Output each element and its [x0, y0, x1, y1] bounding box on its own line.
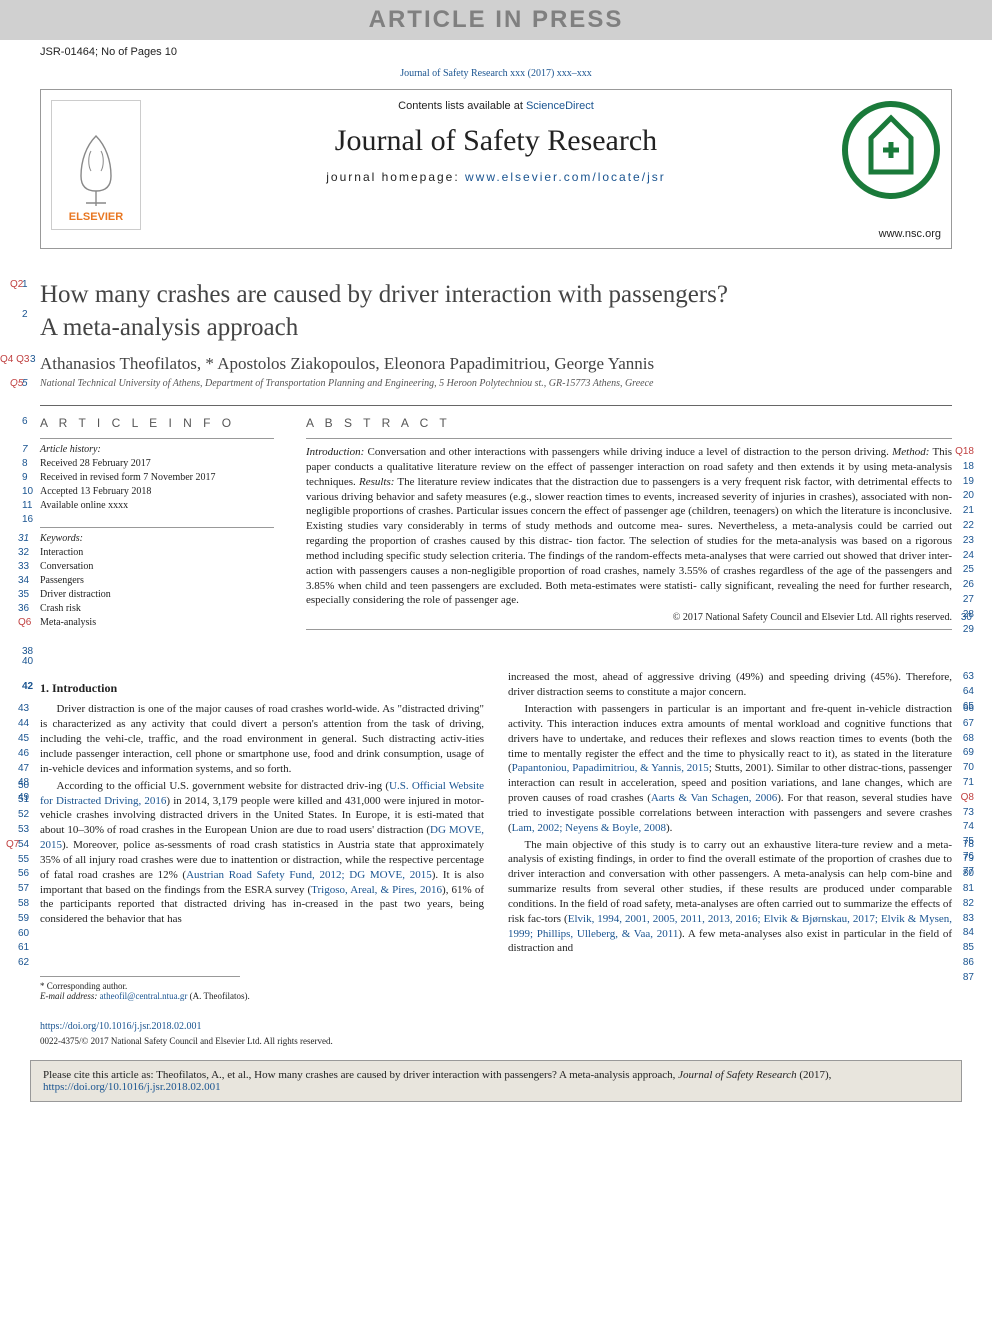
section-1-heading: 42 1. Introduction: [40, 670, 484, 702]
line-num: 36: [18, 602, 29, 616]
elsevier-logo: ELSEVIER: [51, 100, 141, 230]
line-num: 34: [18, 574, 29, 588]
contents-lists: Contents lists available at ScienceDirec…: [41, 100, 951, 112]
line-num: 11: [22, 499, 32, 513]
doi-block: https://doi.org/10.1016/j.jsr.2018.02.00…: [40, 1021, 952, 1032]
line-num: 30: [961, 612, 972, 623]
cite-doi-link[interactable]: https://doi.org/10.1016/j.jsr.2018.02.00…: [43, 1081, 221, 1093]
line-num: 9: [22, 471, 28, 485]
article-info-column: 6 A R T I C L E I N F O 7Article history…: [40, 405, 290, 640]
line-num: 3: [30, 354, 36, 365]
paragraph: 78798081828384858687The main objective o…: [508, 838, 952, 957]
journal-header: ELSEVIER Contents lists available at Sci…: [40, 89, 952, 249]
line-num: 1: [22, 279, 28, 290]
abstract-heading: A B S T R A C T: [306, 416, 952, 438]
line-num: 32: [18, 546, 29, 560]
paragraph: 50515253545556575859606162Q7According to…: [40, 779, 484, 927]
line-num: 31: [18, 532, 29, 546]
journal-ref-top: Journal of Safety Research xxx (2017) xx…: [0, 64, 992, 89]
line-num: 33: [18, 560, 29, 574]
abstract-copyright: © 2017 National Safety Council and Elsev…: [306, 608, 952, 623]
query-q4q3: Q4 Q3: [0, 354, 29, 365]
article-info-heading: 6 A R T I C L E I N F O: [40, 416, 274, 438]
authors: Q4 Q3 3 Athanasios Theofilatos, * Aposto…: [40, 354, 952, 374]
affiliation: Q5 5 National Technical University of At…: [40, 378, 952, 389]
right-column: 636465increased the most, ahead of aggre…: [508, 670, 952, 958]
journal-homepage: journal homepage: www.elsevier.com/locat…: [41, 170, 951, 184]
line-num: 8: [22, 457, 28, 471]
journal-homepage-link[interactable]: www.elsevier.com/locate/jsr: [465, 170, 666, 184]
info-abstract-row: 6 A R T I C L E I N F O 7Article history…: [40, 405, 952, 640]
abstract-column: A B S T R A C T Q18181920212223242526272…: [290, 406, 952, 640]
sciencedirect-link[interactable]: ScienceDirect: [526, 100, 594, 112]
line-num: 10: [22, 485, 33, 499]
article-title-block: Q2 1 2 How many crashes are caused by dr…: [40, 279, 952, 344]
elsevier-text: ELSEVIER: [69, 211, 123, 229]
line-num: Q6: [18, 616, 31, 630]
line-num: 2: [22, 309, 28, 320]
jsr-id: JSR-01464; No of Pages 10: [0, 40, 992, 64]
footer-copyright: 0022-4375/© 2017 National Safety Council…: [40, 1036, 952, 1046]
paragraph: 43444546474849Driver distraction is one …: [40, 702, 484, 776]
line-num: 7: [22, 443, 28, 457]
paragraph: 666768697071Q87374757677Interaction with…: [508, 702, 952, 836]
elsevier-tree-icon: [66, 131, 126, 211]
doi-link[interactable]: https://doi.org/10.1016/j.jsr.2018.02.00…: [40, 1021, 202, 1032]
email-footnote: E-mail address: atheofil@central.ntua.gr…: [40, 991, 952, 1001]
citation-box: Please cite this article as: Theofilatos…: [30, 1060, 962, 1102]
left-column: 42 1. Introduction 43444546474849Driver …: [40, 670, 484, 958]
footnote-separator: [40, 976, 240, 977]
line-num: 16: [22, 513, 33, 527]
journal-name: Journal of Safety Research: [41, 112, 951, 170]
article-title: How many crashes are caused by driver in…: [40, 279, 952, 344]
line-num: 6: [22, 416, 32, 427]
corresponding-author: * Corresponding author.: [40, 981, 952, 991]
paragraph: 636465increased the most, ahead of aggre…: [508, 670, 952, 700]
nsc-logo: [841, 100, 941, 200]
body-columns: 42 1. Introduction 43444546474849Driver …: [40, 670, 952, 958]
article-in-press-banner: ARTICLE IN PRESS: [0, 0, 992, 40]
author-email-link[interactable]: atheofil@central.ntua.gr: [100, 991, 188, 1001]
abstract-text: Q18181920212223242526272829Introduction:…: [306, 445, 952, 608]
line-num: 40: [22, 656, 33, 667]
line-num: 35: [18, 588, 29, 602]
line-num: 5: [22, 378, 28, 389]
line-num: 42: [22, 680, 33, 694]
nsc-url: www.nsc.org: [879, 228, 941, 240]
